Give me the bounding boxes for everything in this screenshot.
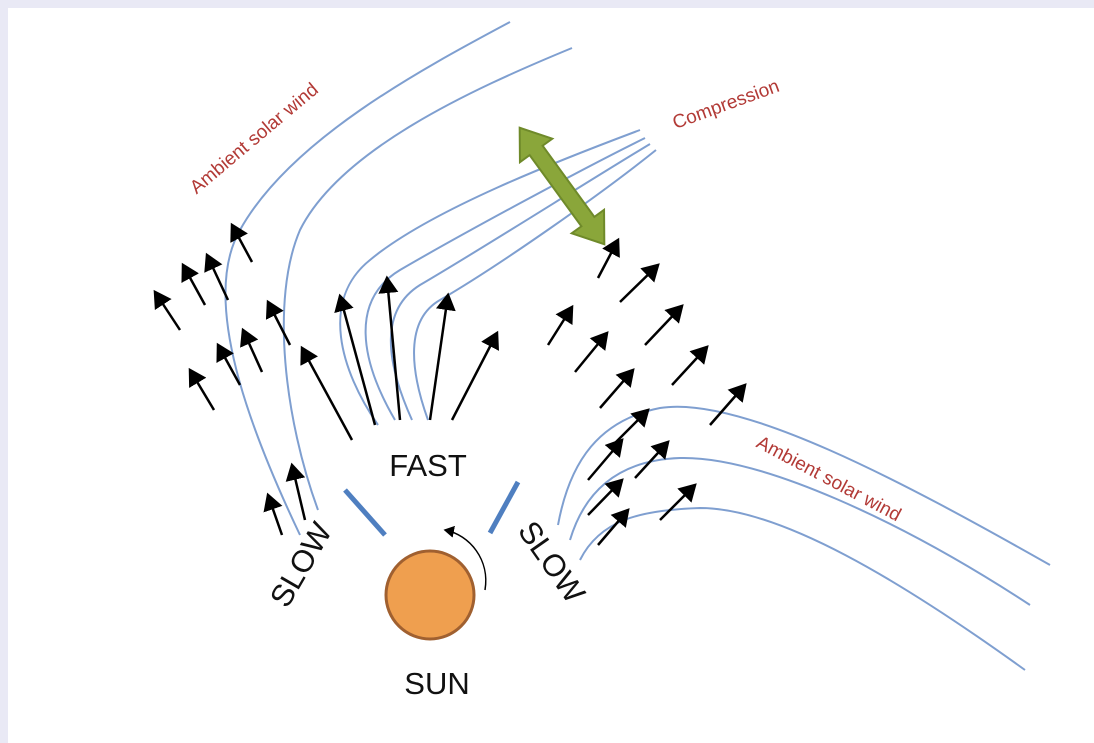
- panel: [8, 8, 1094, 743]
- sun: [386, 551, 474, 639]
- label: FAST: [389, 448, 467, 483]
- diagram: Ambient solar wind Compression Ambient s…: [0, 0, 1094, 743]
- label: SUN: [404, 666, 469, 701]
- page: Ambient solar wind Compression Ambient s…: [0, 0, 1094, 743]
